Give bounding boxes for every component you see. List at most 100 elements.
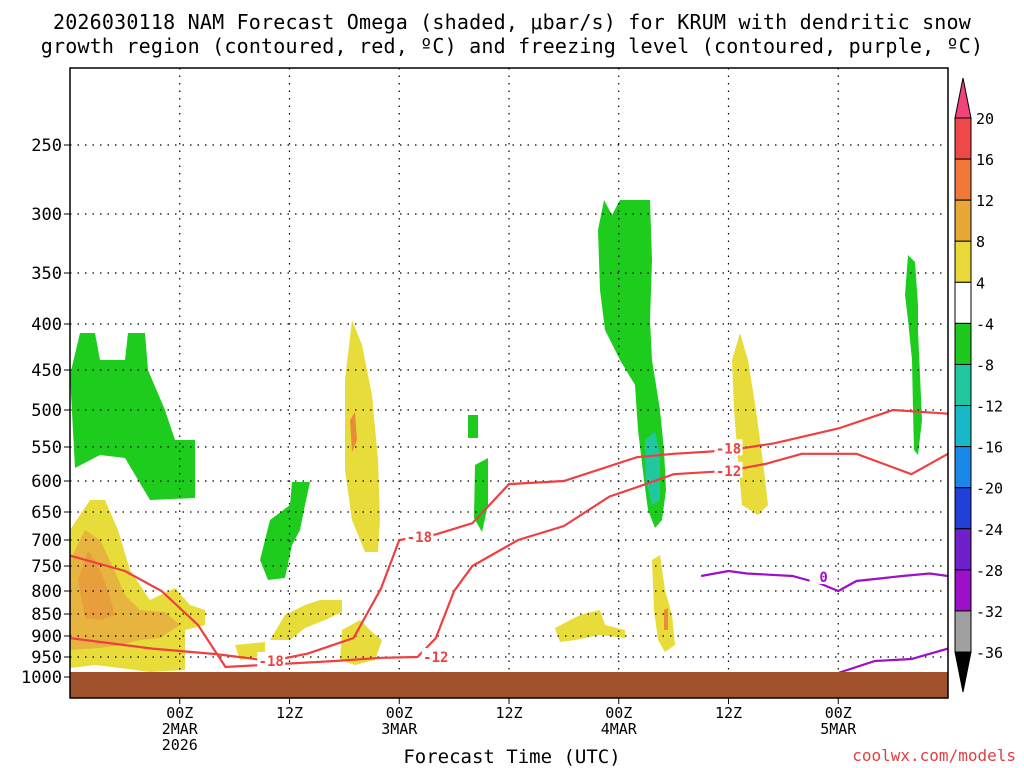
y-tick-label: 650	[31, 503, 62, 523]
omega-region-orange-light	[70, 530, 180, 650]
omega-region-yellow	[345, 320, 380, 552]
credit-link[interactable]: coolwx.com/models	[852, 746, 1016, 765]
colorbar-band	[954, 281, 972, 324]
colorbar-label: -36	[976, 644, 1003, 662]
colorbar-label: -28	[976, 562, 1003, 580]
colorbar-label: 16	[976, 151, 994, 169]
colorbar-label: -24	[976, 521, 1003, 539]
colorbar-band	[954, 446, 972, 489]
omega-region-yellow	[652, 555, 675, 652]
y-axis: 2503003504004505005506006507007508008509…	[21, 136, 70, 688]
contour-label: 0	[819, 570, 827, 586]
y-tick-label: 700	[31, 531, 62, 551]
y-tick-label: 300	[31, 205, 62, 225]
y-tick-label: 950	[31, 648, 62, 668]
colorbar-label: -32	[976, 603, 1003, 621]
colorbar-label: -12	[976, 398, 1003, 416]
colorbar-label: 8	[976, 233, 985, 251]
omega-region-teal	[645, 432, 660, 505]
colorbar-band	[954, 158, 972, 201]
x-tick-label: 00Z	[605, 704, 632, 722]
colorbar-bottom-arrow	[954, 651, 972, 693]
chart-title-line1: 2026030118 NAM Forecast Omega (shaded, μ…	[52, 10, 972, 34]
contour-label: -12	[423, 650, 448, 666]
y-tick-label: 900	[31, 627, 62, 647]
contour-lines: -18 -18 -18 -12 -12 0	[70, 408, 948, 681]
omega-region-green	[260, 482, 310, 580]
x-tick-label: 12Z	[715, 704, 742, 722]
colorbar-band	[954, 363, 972, 407]
x-tick-date: 5MAR	[820, 720, 857, 738]
colorbar-top-arrow	[954, 77, 972, 119]
colorbar-band	[954, 487, 972, 530]
colorbar-band	[954, 405, 972, 448]
colorbar-band	[954, 569, 972, 612]
colorbar-band	[954, 528, 972, 571]
colorbar-band	[954, 199, 972, 242]
colorbar-label: 12	[976, 192, 994, 210]
y-tick-label: 550	[31, 438, 62, 458]
colorbar-band	[954, 322, 972, 365]
colorbar-label: 4	[976, 274, 985, 292]
colorbar-label: -20	[976, 480, 1003, 498]
x-tick-year: 2026	[162, 736, 198, 754]
contour-label-bg	[809, 568, 838, 584]
grid-lines	[70, 68, 948, 698]
y-tick-label: 1000	[21, 668, 62, 688]
contour-red-1	[70, 452, 948, 669]
omega-region-green	[905, 255, 922, 455]
x-axis-title: Forecast Time (UTC)	[403, 746, 621, 768]
contour-purple-2	[700, 569, 948, 593]
y-tick-label: 450	[31, 361, 62, 381]
y-tick-label: 500	[31, 401, 62, 421]
omega-region-green	[468, 415, 478, 438]
x-tick-label: 12Z	[276, 704, 303, 722]
contour-label: -18	[407, 530, 432, 546]
colorbar-band	[954, 117, 972, 160]
contour-label-bg	[257, 652, 286, 668]
colorbar-band	[954, 610, 972, 653]
omega-region-orange	[664, 608, 668, 630]
y-tick-label: 250	[31, 136, 62, 156]
x-tick-date: 3MAR	[381, 720, 418, 738]
y-tick-label: 800	[31, 582, 62, 602]
y-tick-label: 750	[31, 557, 62, 577]
contour-label-bg	[714, 461, 743, 478]
contour-label: -18	[716, 441, 741, 457]
omega-region-yellow	[340, 620, 382, 665]
omega-region-orange	[350, 412, 357, 452]
x-tick-label: 00Z	[825, 704, 852, 722]
contour-label: -18	[259, 654, 284, 670]
contour-label: -12	[716, 464, 741, 480]
y-tick-label: 850	[31, 605, 62, 625]
colorbar-label: 20	[976, 110, 994, 128]
colorbar-band	[954, 240, 972, 283]
ground-band	[70, 672, 948, 698]
omega-region-yellow	[555, 610, 625, 642]
x-tick-date: 2MAR	[162, 720, 199, 738]
x-tick-date: 4MAR	[601, 720, 638, 738]
omega-region-green	[70, 333, 195, 500]
x-tick-label: 12Z	[495, 704, 522, 722]
contour-purple-low	[819, 647, 948, 681]
contour-label-bg	[714, 439, 743, 456]
omega-region-yellow	[270, 600, 342, 640]
chart-title-line2: growth region (contoured, red, ºC) and f…	[40, 34, 984, 58]
contour-label-bg	[405, 528, 434, 545]
y-tick-label: 350	[31, 264, 62, 284]
x-tick-label: 00Z	[166, 704, 193, 722]
plot-area: -18 -18 -18 -12 -12 0	[70, 68, 948, 698]
colorbar: 20 16 12 8 4 -4 -8 -12 -16 -20 -24 -28 -32 -36	[954, 77, 1003, 693]
colorbar-label: -16	[976, 439, 1003, 457]
y-tick-label: 400	[31, 315, 62, 335]
colorbar-label: -8	[976, 356, 994, 374]
y-tick-label: 600	[31, 472, 62, 492]
x-tick-label: 00Z	[386, 704, 413, 722]
omega-region-green	[474, 458, 488, 532]
contour-label-bg	[421, 648, 450, 664]
omega-region-yellow	[732, 333, 768, 515]
colorbar-label: -4	[976, 315, 994, 333]
omega-region-orange	[78, 550, 115, 620]
